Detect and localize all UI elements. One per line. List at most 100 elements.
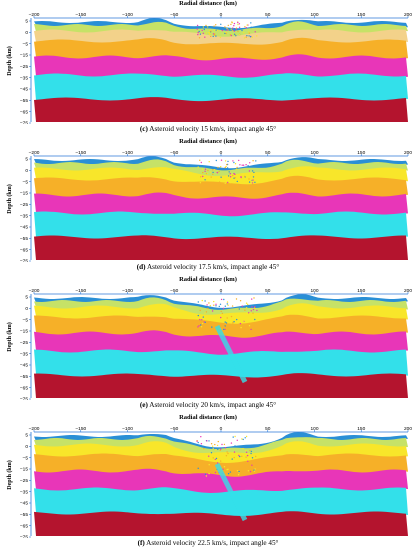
ejecta-particle — [232, 305, 233, 306]
ejecta-particle — [202, 169, 203, 170]
ejecta-particle — [206, 311, 207, 312]
ejecta-particle — [234, 34, 235, 35]
y-tick-label: 0 — [25, 444, 28, 450]
x-tick-label: 50 — [265, 150, 271, 156]
ejecta-particle — [246, 452, 247, 453]
ejecta-particle — [232, 458, 233, 459]
y-tick-label: −5 — [23, 317, 29, 323]
ejecta-particle — [232, 30, 233, 31]
x-tick-label: −200 — [29, 12, 40, 18]
ejecta-particle — [239, 456, 240, 457]
ejecta-particle — [250, 22, 251, 23]
panel-caption: (f) Asteroid velocity 22.5 km/s, impact … — [0, 539, 416, 547]
y-tick-label: −25 — [20, 340, 28, 346]
ejecta-particle — [204, 312, 205, 313]
ejecta-particle — [237, 328, 238, 329]
ejecta-particle — [248, 35, 249, 36]
ejecta-particle — [198, 315, 199, 316]
ejecta-particle — [247, 455, 248, 456]
ejecta-particle — [246, 37, 247, 38]
ejecta-particle — [220, 24, 221, 25]
ejecta-particle — [221, 311, 222, 312]
ejecta-particle — [254, 319, 255, 320]
ejecta-particle — [227, 453, 228, 454]
ejecta-particle — [234, 28, 235, 29]
ejecta-particle — [217, 30, 218, 31]
ejecta-particle — [236, 298, 237, 299]
ejecta-particle — [242, 305, 243, 306]
ejecta-particle — [221, 299, 222, 300]
x-tick-label: 50 — [265, 426, 271, 432]
ejecta-particle — [239, 23, 240, 24]
ejecta-particle — [207, 170, 208, 171]
ejecta-particle — [223, 299, 224, 300]
ejecta-particle — [246, 27, 247, 28]
ejecta-particle — [250, 471, 251, 472]
ejecta-particle — [208, 473, 209, 474]
ejecta-particle — [214, 34, 215, 35]
ejecta-particle — [229, 171, 230, 172]
ejecta-particle — [227, 301, 228, 302]
caption-text: Asteroid velocity 22.5 km/s, impact angl… — [145, 539, 279, 547]
y-tick-label: −5 — [23, 179, 29, 185]
ejecta-particle — [218, 441, 219, 442]
ejecta-particle — [227, 305, 228, 306]
ejecta-particle — [223, 329, 224, 330]
ejecta-particle — [220, 450, 221, 451]
ejecta-particle — [247, 24, 248, 25]
ejecta-particle — [205, 307, 206, 308]
ejecta-particle — [249, 170, 250, 171]
ejecta-particle — [232, 322, 233, 323]
ejecta-particle — [250, 27, 251, 28]
x-tick-label: 100 — [310, 150, 318, 156]
ejecta-particle — [231, 21, 232, 22]
ejecta-particle — [225, 306, 226, 307]
ejecta-particle — [246, 307, 247, 308]
y-tick-label: 5 — [25, 433, 28, 439]
ejecta-particle — [210, 36, 211, 37]
ejecta-particle — [256, 310, 257, 311]
x-tick-label: 100 — [310, 288, 318, 294]
ejecta-particle — [203, 448, 204, 449]
ejecta-particle — [222, 313, 223, 314]
panel-caption: (c) Asteroid velocity 15 km/s, impact an… — [0, 125, 416, 133]
ejecta-particle — [220, 177, 221, 178]
ejecta-particle — [232, 319, 233, 320]
ejecta-particle — [227, 303, 228, 304]
ejecta-particle — [214, 169, 215, 170]
y-tick-label: −55 — [20, 236, 28, 242]
ejecta-particle — [215, 24, 216, 25]
ejecta-particle — [234, 315, 235, 316]
ejecta-particle — [200, 182, 201, 183]
ejecta-particle — [211, 326, 212, 327]
ejecta-particle — [244, 37, 245, 38]
caption-letter: (e) — [140, 401, 148, 409]
ejecta-particle — [232, 174, 233, 175]
ejecta-particle — [255, 31, 256, 32]
ejecta-particle — [226, 33, 227, 34]
ejecta-particle — [213, 301, 214, 302]
ejecta-particle — [201, 162, 202, 163]
ejecta-particle — [252, 160, 253, 161]
ejecta-particle — [206, 32, 207, 33]
y-tick-label: 0 — [25, 30, 28, 36]
ejecta-particle — [220, 166, 221, 167]
ejecta-particle — [224, 466, 225, 467]
ejecta-particle — [199, 160, 200, 161]
ejecta-particle — [220, 448, 221, 449]
ejecta-particle — [200, 310, 201, 311]
ejecta-particle — [202, 182, 203, 183]
ejecta-particle — [236, 167, 237, 168]
ejecta-particle — [213, 448, 214, 449]
ejecta-particle — [227, 167, 228, 168]
ejecta-particle — [246, 436, 247, 437]
deep-mantle-layer — [34, 373, 408, 398]
ejecta-particle — [216, 160, 217, 161]
ejecta-particle — [226, 455, 227, 456]
ejecta-particle — [234, 177, 235, 178]
y-axis-title: Depth (km) — [7, 179, 13, 219]
ejecta-particle — [248, 312, 249, 313]
ejecta-particle — [245, 437, 246, 438]
ejecta-particle — [231, 442, 232, 443]
ejecta-particle — [197, 34, 198, 35]
